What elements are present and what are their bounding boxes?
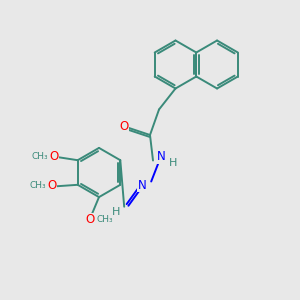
Text: N: N: [157, 150, 166, 164]
Text: CH₃: CH₃: [96, 215, 113, 224]
Text: N: N: [138, 178, 147, 192]
Text: CH₃: CH₃: [31, 152, 48, 161]
Text: O: O: [47, 179, 56, 192]
Text: H: H: [112, 207, 120, 217]
Text: H: H: [169, 158, 178, 169]
Text: CH₃: CH₃: [29, 181, 46, 190]
Text: O: O: [119, 120, 128, 134]
Text: O: O: [49, 150, 58, 163]
Text: O: O: [85, 213, 94, 226]
